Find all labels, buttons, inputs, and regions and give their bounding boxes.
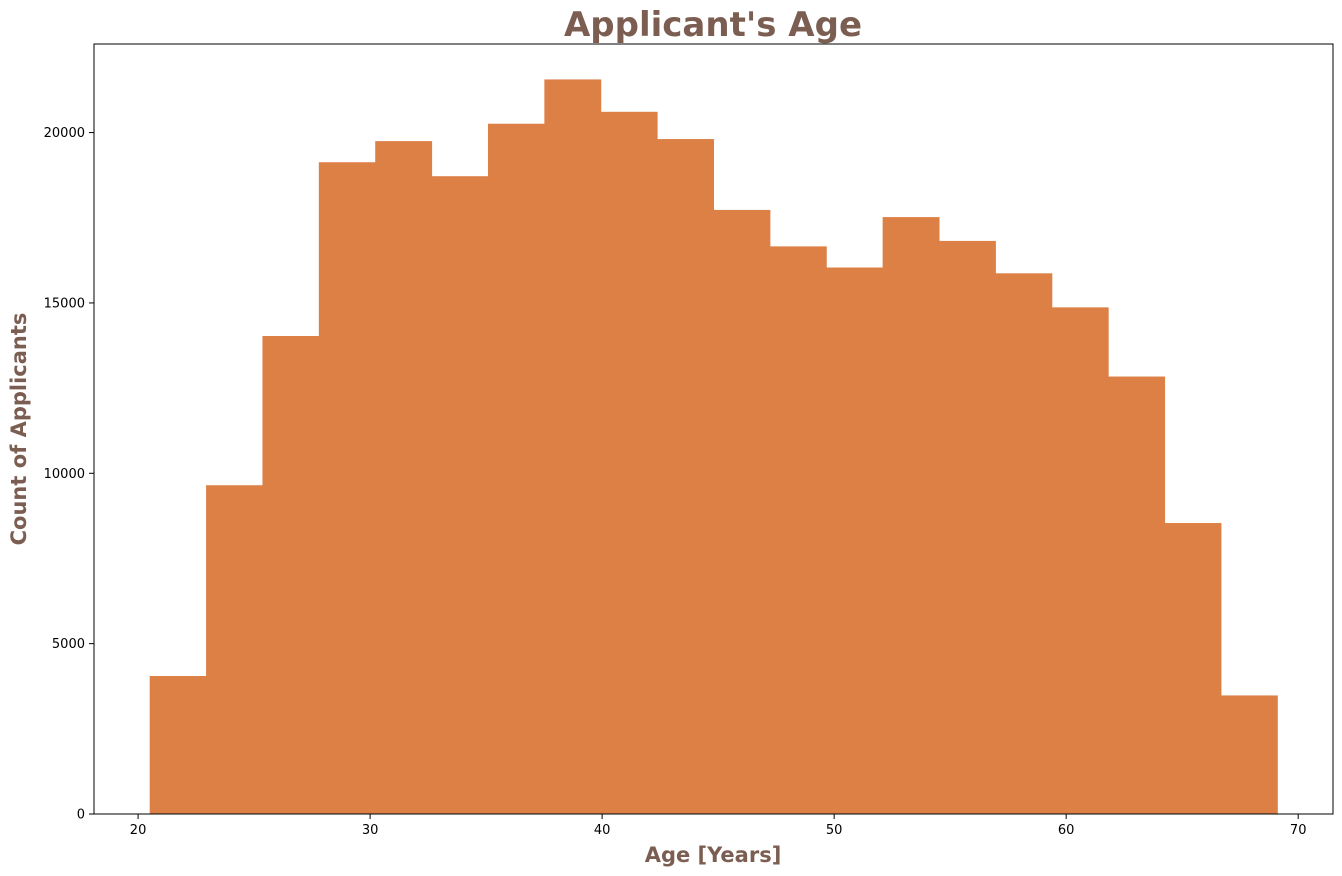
- histogram-bar: [1108, 376, 1166, 814]
- y-tick-label: 5000: [52, 637, 85, 652]
- histogram-bar: [318, 162, 376, 815]
- histogram-bar: [826, 267, 884, 815]
- y-tick-label: 10000: [44, 467, 85, 482]
- histogram-bar: [657, 139, 714, 815]
- x-tick-label: 20: [130, 823, 147, 838]
- x-tick-label: 40: [594, 823, 611, 838]
- histogram-bar: [431, 176, 489, 814]
- x-tick-label: 30: [362, 823, 379, 838]
- histogram-bar: [1051, 307, 1109, 814]
- chart-title: Applicant's Age: [564, 5, 862, 45]
- histogram-bar: [1220, 695, 1278, 814]
- histogram-bar: [600, 111, 658, 814]
- y-axis-ticks: 0 5000 10000 15000 20000: [44, 126, 94, 823]
- y-tick-label: 20000: [44, 126, 85, 141]
- histogram-bar: [769, 246, 827, 815]
- x-tick-label: 60: [1058, 823, 1075, 838]
- x-axis-ticks: 20 30 40 50 60 70: [130, 814, 1307, 838]
- histogram-bar: [375, 141, 433, 814]
- x-tick-label: 50: [826, 823, 843, 838]
- x-axis-label: Age [Years]: [645, 843, 782, 867]
- histogram-bar: [487, 123, 545, 815]
- y-tick-label: 0: [77, 808, 85, 823]
- y-axis-label: Count of Applicants: [7, 313, 31, 546]
- histogram-bar: [1164, 523, 1222, 814]
- histogram-bar: [882, 217, 940, 814]
- bars-group: [149, 79, 1278, 815]
- y-tick-label: 15000: [44, 296, 85, 311]
- x-tick-label: 70: [1290, 823, 1307, 838]
- histogram-bar: [995, 273, 1053, 814]
- histogram-bar: [544, 79, 602, 814]
- histogram-bar: [149, 676, 207, 814]
- histogram-bar: [206, 485, 263, 814]
- histogram-bar: [262, 335, 320, 814]
- histogram-bar: [939, 240, 996, 814]
- histogram-bar: [713, 209, 771, 814]
- plot-frame: [93, 43, 1334, 815]
